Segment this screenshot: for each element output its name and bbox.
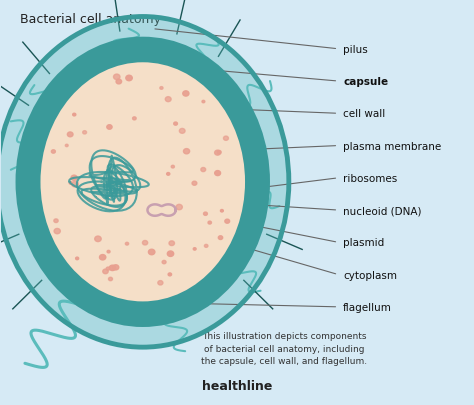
Text: plasmid: plasmid [343, 238, 384, 248]
Circle shape [113, 75, 120, 81]
Text: Bacterial cell anatomy: Bacterial cell anatomy [20, 13, 161, 26]
Circle shape [73, 114, 76, 117]
Circle shape [225, 220, 229, 224]
Circle shape [208, 222, 211, 224]
Circle shape [71, 176, 77, 181]
Circle shape [126, 76, 132, 81]
Circle shape [204, 245, 208, 248]
Circle shape [167, 173, 170, 176]
Circle shape [215, 151, 220, 156]
Circle shape [179, 129, 185, 134]
Circle shape [219, 236, 223, 240]
Circle shape [51, 150, 55, 154]
Circle shape [109, 266, 116, 271]
Text: capsule: capsule [343, 77, 388, 87]
Circle shape [125, 243, 128, 245]
Circle shape [95, 237, 101, 242]
Circle shape [103, 269, 108, 274]
Text: This illustration depicts components
of bacterial cell anatomy, including
the ca: This illustration depicts components of … [201, 331, 367, 365]
Circle shape [109, 277, 112, 281]
Circle shape [162, 261, 166, 264]
Text: cytoplasm: cytoplasm [343, 270, 397, 280]
Circle shape [82, 131, 87, 134]
Circle shape [192, 182, 197, 186]
Circle shape [167, 252, 173, 257]
Circle shape [168, 273, 172, 276]
Circle shape [158, 281, 163, 285]
Circle shape [220, 210, 223, 213]
Circle shape [171, 166, 174, 168]
Circle shape [113, 265, 119, 270]
Circle shape [174, 123, 177, 126]
Circle shape [100, 255, 106, 260]
Circle shape [54, 229, 60, 234]
Circle shape [183, 149, 190, 154]
Circle shape [148, 249, 155, 255]
Circle shape [203, 213, 208, 216]
Text: pilus: pilus [343, 45, 368, 55]
Circle shape [69, 182, 72, 185]
Circle shape [133, 117, 136, 121]
Text: nucleoid (DNA): nucleoid (DNA) [343, 206, 421, 215]
Circle shape [67, 132, 73, 137]
Circle shape [217, 151, 221, 155]
Circle shape [183, 92, 189, 97]
Circle shape [176, 205, 182, 210]
Circle shape [107, 126, 112, 130]
Circle shape [116, 80, 122, 85]
Text: healthline: healthline [202, 379, 272, 392]
Circle shape [169, 241, 174, 246]
Ellipse shape [0, 17, 289, 347]
Text: cell wall: cell wall [343, 109, 385, 119]
Circle shape [65, 145, 68, 147]
Circle shape [165, 98, 171, 102]
Text: plasma membrane: plasma membrane [343, 141, 441, 151]
Circle shape [72, 182, 78, 188]
Ellipse shape [39, 62, 246, 303]
Text: ribosomes: ribosomes [343, 173, 397, 183]
Circle shape [54, 220, 58, 223]
Circle shape [201, 168, 206, 172]
Circle shape [76, 258, 79, 260]
Text: flagellum: flagellum [343, 302, 392, 312]
Circle shape [223, 137, 228, 141]
Circle shape [107, 251, 110, 253]
Circle shape [215, 171, 220, 176]
Ellipse shape [16, 38, 270, 327]
Circle shape [202, 101, 205, 104]
Circle shape [193, 248, 196, 251]
Circle shape [106, 267, 110, 271]
Circle shape [160, 87, 163, 90]
Circle shape [142, 241, 148, 245]
